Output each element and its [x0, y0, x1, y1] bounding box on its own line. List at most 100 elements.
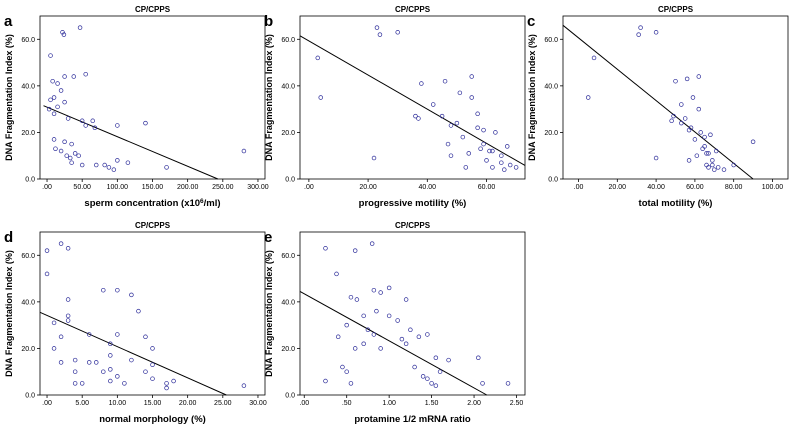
- x-tick-label: 1.00: [382, 400, 396, 407]
- panel-letter: b: [264, 13, 273, 30]
- data-point: [374, 25, 380, 30]
- data-point: [454, 120, 460, 126]
- data-point: [712, 167, 717, 172]
- y-tick-label: 40.0: [281, 299, 295, 306]
- data-point: [53, 146, 58, 151]
- data-point: [679, 102, 684, 107]
- data-point: [481, 127, 486, 133]
- data-point: [377, 32, 383, 37]
- data-point: [62, 74, 67, 79]
- data-point: [442, 78, 448, 84]
- x-tick-label: 40.00: [647, 184, 665, 191]
- x-axis-label: protamine 1/2 mRNA ratio: [354, 414, 471, 425]
- data-point: [93, 162, 99, 168]
- data-point: [721, 167, 727, 172]
- data-point: [457, 90, 463, 96]
- data-point: [673, 78, 678, 84]
- data-point: [416, 116, 421, 121]
- data-point: [122, 381, 127, 386]
- panel-title: CP/CPPS: [135, 221, 171, 230]
- y-tick-label: 60.0: [281, 37, 295, 44]
- data-point: [143, 369, 148, 374]
- data-point: [696, 74, 702, 79]
- y-tick-label: 20.0: [281, 130, 295, 137]
- data-point: [446, 357, 451, 363]
- data-point: [65, 313, 71, 319]
- regression-line: [39, 311, 227, 396]
- x-axis-label: normal morphology (%): [99, 414, 206, 425]
- data-point: [171, 378, 176, 384]
- y-tick-label: 20.0: [21, 346, 35, 353]
- x-axis-label: total motility (%): [639, 198, 713, 209]
- data-point: [386, 313, 392, 319]
- x-tick-label: 20.00: [609, 184, 627, 191]
- panel-title: CP/CPPS: [395, 221, 431, 230]
- regression-line: [562, 24, 754, 180]
- x-tick-label: .00: [299, 400, 309, 407]
- data-point: [101, 369, 106, 374]
- data-point: [71, 74, 76, 79]
- x-tick-label: 2.00: [467, 400, 481, 407]
- x-tick-label: 150.00: [142, 184, 164, 191]
- data-point: [696, 106, 702, 112]
- x-tick-label: 80.00: [725, 184, 743, 191]
- data-point: [386, 285, 392, 291]
- data-point: [378, 346, 383, 351]
- data-point: [408, 327, 413, 333]
- data-point: [481, 141, 486, 147]
- data-point: [395, 318, 400, 323]
- data-point: [694, 153, 700, 158]
- data-point: [129, 292, 134, 298]
- data-point: [706, 165, 711, 170]
- x-tick-label: 15.00: [144, 400, 162, 407]
- data-point: [334, 271, 339, 277]
- data-point: [69, 160, 74, 165]
- panel-title: CP/CPPS: [658, 5, 694, 14]
- x-tick-label: 100.00: [107, 184, 129, 191]
- data-point: [638, 25, 643, 30]
- data-point: [65, 297, 71, 302]
- x-tick-label: 60.00: [478, 184, 496, 191]
- data-point: [111, 167, 117, 172]
- x-tick-label: 250.00: [212, 184, 234, 191]
- y-tick-label: 0.0: [548, 177, 558, 184]
- data-point: [318, 95, 323, 100]
- data-point: [502, 167, 507, 172]
- data-point: [702, 134, 707, 140]
- data-point: [86, 360, 92, 365]
- data-point: [507, 162, 513, 168]
- x-tick-label: 5.00: [75, 400, 89, 407]
- data-point: [115, 374, 120, 379]
- data-point: [58, 334, 64, 340]
- data-point: [669, 118, 674, 124]
- data-point: [108, 378, 113, 384]
- x-tick-label: 25.00: [214, 400, 232, 407]
- data-point: [591, 55, 597, 61]
- y-tick-label: 60.0: [21, 253, 35, 260]
- data-point: [72, 357, 78, 363]
- data-point: [90, 118, 95, 124]
- plot-frame: [562, 15, 789, 180]
- data-point: [65, 318, 71, 323]
- x-axis-label-superscript: 6: [200, 198, 204, 205]
- x-tick-label: .00: [42, 184, 52, 191]
- data-point: [378, 290, 383, 295]
- data-point: [679, 120, 684, 126]
- data-point: [241, 383, 247, 388]
- data-point: [354, 297, 360, 302]
- data-point: [62, 139, 67, 144]
- y-tick-label: 60.0: [21, 37, 35, 44]
- data-point: [713, 148, 719, 154]
- y-tick-label: 0.0: [285, 393, 295, 400]
- data-point: [164, 381, 169, 386]
- data-point: [65, 246, 71, 251]
- x-tick-label: 40.00: [419, 184, 437, 191]
- data-point: [115, 158, 120, 163]
- data-point: [499, 153, 504, 158]
- data-point: [688, 125, 694, 131]
- data-point: [469, 74, 474, 79]
- y-axis-label: DNA Fragmentation Index (%): [4, 250, 14, 377]
- data-point: [448, 123, 454, 128]
- data-point: [108, 353, 113, 358]
- data-point: [64, 153, 69, 158]
